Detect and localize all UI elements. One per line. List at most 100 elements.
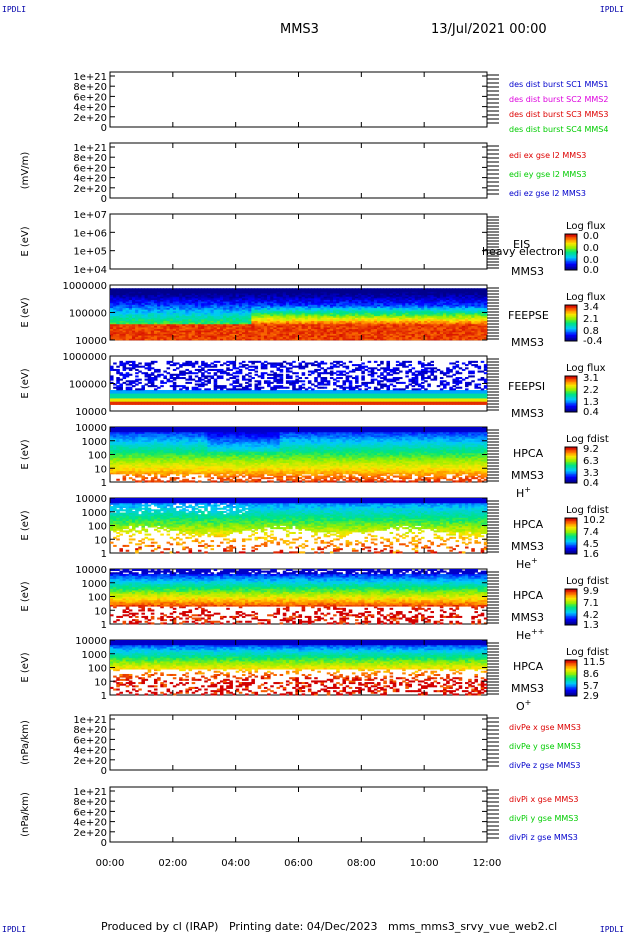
spectrogram-cell bbox=[317, 301, 321, 304]
spectrogram-cell bbox=[436, 309, 441, 312]
spectrogram-cell bbox=[345, 338, 350, 341]
spectrogram-cell bbox=[241, 399, 246, 402]
spectrogram-cell bbox=[207, 330, 211, 333]
spectrogram-cell bbox=[210, 323, 215, 326]
spectrogram-cell bbox=[314, 310, 318, 313]
spectrogram-cell bbox=[367, 293, 372, 296]
spectrogram-cell bbox=[125, 293, 130, 296]
spectrogram-cell bbox=[483, 325, 488, 328]
spectrogram-cell bbox=[421, 294, 425, 297]
spectrogram-cell bbox=[185, 372, 189, 375]
spectrogram-cell bbox=[433, 314, 438, 317]
spectrogram-cell bbox=[113, 325, 117, 328]
spectrogram-cell bbox=[254, 309, 259, 312]
spectrogram-cell bbox=[172, 401, 177, 404]
spectrogram-cell bbox=[150, 389, 155, 392]
spectrogram-cell bbox=[298, 312, 303, 315]
spectrogram-cell bbox=[307, 331, 312, 334]
spectrogram-cell bbox=[179, 336, 183, 339]
spectrogram-cell bbox=[216, 299, 221, 302]
spectrogram-cell bbox=[232, 296, 237, 299]
spectrogram-cell bbox=[194, 299, 199, 302]
spectrogram-cell bbox=[194, 325, 199, 328]
spectrogram-cell bbox=[414, 309, 419, 312]
spectrogram-cell bbox=[417, 331, 422, 334]
spectrogram-cell bbox=[113, 312, 117, 315]
spectrogram-cell bbox=[204, 380, 208, 383]
spectrogram-cell bbox=[138, 388, 142, 391]
spectrogram-cell bbox=[433, 320, 438, 323]
spectrogram-cell bbox=[153, 378, 158, 381]
spectrogram-cell bbox=[417, 304, 422, 307]
spectrogram-cell bbox=[141, 338, 145, 341]
spectrogram-cell bbox=[138, 362, 142, 365]
spectrogram-cell bbox=[355, 335, 359, 338]
spectrogram-cell bbox=[185, 396, 189, 399]
spectrogram-cell bbox=[446, 320, 450, 323]
spectrogram-cell bbox=[207, 389, 211, 392]
spectrogram-cell bbox=[323, 322, 328, 325]
colorbar-tick-label: 0.0 bbox=[583, 265, 599, 276]
spectrogram-cell bbox=[267, 301, 271, 304]
spectrogram-cell bbox=[477, 293, 482, 296]
spectrogram-cell bbox=[395, 335, 400, 338]
spectrogram-cell bbox=[402, 302, 406, 305]
spectrogram-cell bbox=[169, 301, 174, 304]
spectrogram-cell bbox=[160, 310, 164, 313]
spectrogram-cell bbox=[175, 318, 180, 321]
spectrogram-cell bbox=[465, 289, 469, 292]
spectrogram-cell bbox=[436, 314, 441, 317]
spectrogram-cell bbox=[370, 309, 375, 312]
spectrogram-cell bbox=[270, 388, 274, 391]
spectrogram-cell bbox=[185, 360, 189, 363]
spectrogram-cell bbox=[433, 307, 438, 310]
spectrogram-cell bbox=[201, 364, 205, 367]
spectrogram-cell bbox=[185, 296, 189, 299]
spectrogram-cell bbox=[116, 288, 120, 291]
spectrogram-cell bbox=[188, 304, 193, 307]
spectrogram-cell bbox=[414, 318, 419, 321]
spectrogram-cell bbox=[307, 296, 312, 299]
spectrogram-cell bbox=[131, 291, 136, 294]
spectrogram-cell bbox=[188, 394, 193, 397]
spectrogram-cell bbox=[128, 328, 133, 331]
spectrogram-cell bbox=[248, 399, 252, 402]
spectrogram-cell bbox=[263, 289, 268, 292]
spectrogram-cell bbox=[342, 330, 347, 333]
spectrogram-cell bbox=[339, 325, 343, 328]
spectrogram-cell bbox=[254, 330, 259, 333]
spectrogram-cell bbox=[449, 320, 453, 323]
spectrogram-cell bbox=[185, 312, 189, 315]
spectrogram-cell bbox=[427, 322, 431, 325]
spectrogram-cell bbox=[411, 315, 416, 318]
spectrogram-cell bbox=[150, 331, 155, 334]
spectrogram-cell bbox=[188, 328, 193, 331]
spectrogram-cell bbox=[219, 331, 224, 334]
spectrogram-cell bbox=[276, 310, 281, 313]
spectrogram-cell bbox=[135, 336, 139, 339]
spectrogram-cell bbox=[163, 312, 167, 315]
spectrogram-cell bbox=[304, 325, 309, 328]
spectrogram-cell bbox=[307, 310, 312, 313]
spectrogram-cell bbox=[216, 370, 221, 373]
spectrogram-cell bbox=[364, 289, 369, 292]
spectrogram-cell bbox=[172, 338, 177, 341]
spectrogram-cell bbox=[405, 318, 409, 321]
spectrogram-cell bbox=[477, 315, 482, 318]
spectrogram-cell bbox=[122, 401, 127, 404]
spectrogram-cell bbox=[298, 309, 303, 312]
spectrogram-cell bbox=[326, 293, 331, 296]
spectrogram-cell bbox=[480, 325, 485, 328]
spectrogram-cell bbox=[364, 314, 369, 317]
spectrogram-cell bbox=[188, 370, 193, 373]
spectrogram-cell bbox=[119, 297, 123, 300]
spectrogram-cell bbox=[188, 396, 193, 399]
spectrogram-cell bbox=[229, 322, 233, 325]
spectrogram-cell bbox=[141, 385, 145, 388]
spectrogram-cell bbox=[320, 294, 325, 297]
spectrogram-cell bbox=[153, 289, 158, 292]
spectrogram-cell bbox=[480, 289, 485, 292]
spectrogram-cell bbox=[301, 314, 306, 317]
spectrogram-cell bbox=[342, 310, 347, 313]
spectrogram-cell bbox=[370, 330, 375, 333]
